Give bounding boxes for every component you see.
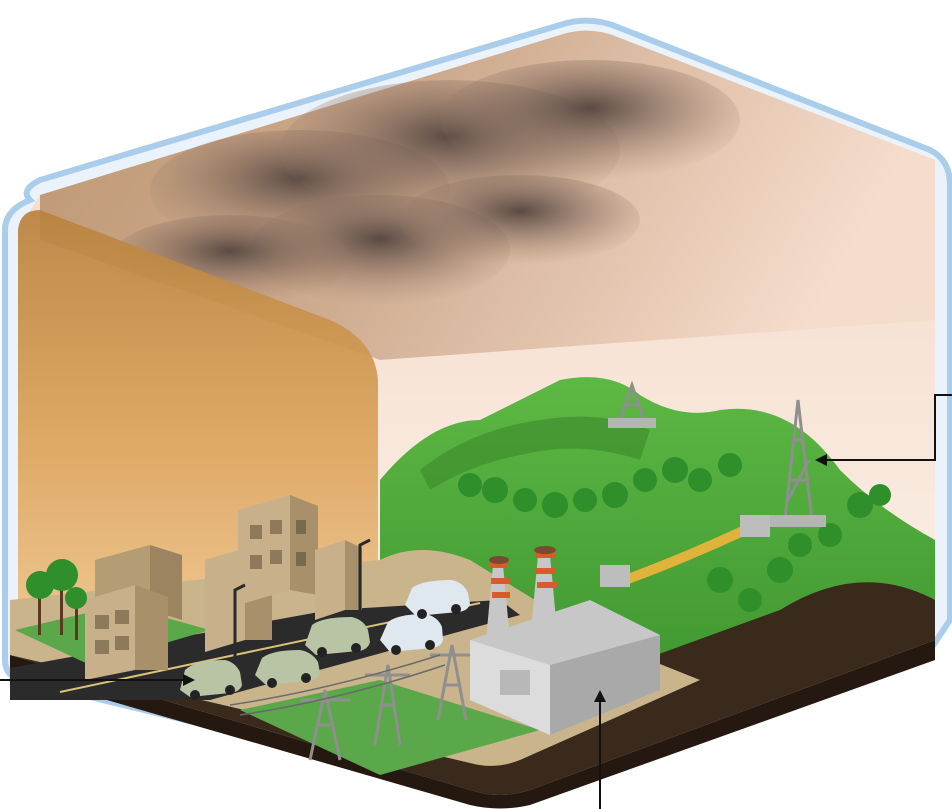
- hill-inner-ridge: [420, 416, 650, 490]
- car: [305, 617, 370, 657]
- callout-cars: [0, 674, 195, 686]
- street-lamps: [233, 538, 371, 660]
- trees-left: [26, 559, 87, 640]
- car-traffic: [180, 580, 470, 700]
- oil-derrick: [608, 380, 826, 527]
- ground-soil-edge: [10, 640, 935, 809]
- car: [405, 580, 470, 619]
- pipeline: [620, 525, 750, 585]
- pump-station: [600, 565, 630, 587]
- power-plant: [470, 546, 660, 735]
- pump-station: [740, 515, 770, 537]
- car: [180, 660, 242, 700]
- car: [380, 614, 443, 655]
- callout-power-plant: [594, 690, 606, 809]
- smokestack: [531, 546, 557, 630]
- grass-patch-front: [240, 680, 540, 775]
- building: [85, 585, 168, 680]
- forest: [458, 453, 891, 612]
- callout-oil-rig: [815, 394, 952, 466]
- smokestack: [486, 556, 510, 640]
- building: [315, 540, 362, 620]
- power-pylons: [229, 644, 475, 761]
- car: [255, 650, 320, 688]
- building: [238, 495, 318, 605]
